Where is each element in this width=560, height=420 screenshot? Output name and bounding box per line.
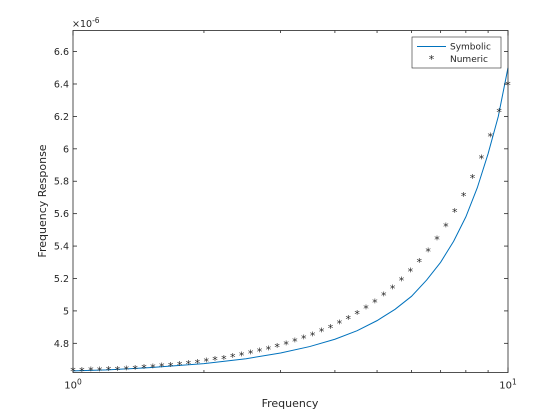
series-point-numeric: *: [354, 308, 360, 321]
y-axis-label: Frequency Response: [36, 144, 49, 257]
series-point-numeric: *: [372, 296, 378, 309]
legend-symbolic-label: Symbolic: [450, 43, 491, 53]
plot-area: * * * * * * * * * * * * * * * * * * * * * * * * * * * * * * * * * *******…: [54, 30, 517, 392]
y-tick-label: 5.6: [54, 209, 69, 220]
legend-numeric-label: Numeric: [450, 55, 488, 65]
y-tick-label: 5.2: [54, 274, 69, 285]
series-point-numeric: *: [487, 130, 493, 143]
series-point-numeric: *: [79, 365, 85, 378]
series-point-numeric: *: [248, 348, 254, 361]
y-tick-label: 5: [63, 306, 69, 317]
series-point-numeric: *: [381, 290, 387, 303]
series-point-numeric: *: [106, 364, 112, 377]
x-tick-label: 100: [64, 378, 82, 392]
series-point-numeric: *: [461, 190, 467, 203]
x-axis-ticks: 100 101: [64, 30, 517, 392]
markers-layer: * * * * * * * * * * * * * * * * * * * * * * * * * * * * * * * * * *******…: [70, 79, 511, 378]
series-point-numeric: *: [141, 362, 147, 375]
y-axis-exponent: ×10-6: [72, 16, 100, 30]
series-point-numeric: *: [97, 364, 103, 377]
series-point-numeric: *: [470, 172, 476, 185]
series-point-numeric: *: [496, 106, 502, 119]
series-point-numeric: *: [115, 364, 121, 377]
series-point-numeric: *: [425, 245, 431, 258]
series-line-symbolic: [72, 67, 509, 372]
series-point-numeric: *: [239, 349, 245, 362]
series-point-numeric: *: [88, 365, 94, 378]
series-point-numeric: *: [257, 345, 263, 358]
series-point-numeric: *: [159, 361, 165, 374]
series-point-numeric: *: [150, 362, 156, 375]
x-axis-label: Frequency: [262, 397, 319, 410]
series-point-numeric: *: [283, 338, 289, 351]
y-axis-ticks: 4.8 5 5.2 5.4 5.6 5.8 6 6.2 6.4 6.6: [54, 47, 508, 350]
series-point-numeric: *: [168, 360, 174, 373]
series-point-numeric: *: [345, 313, 351, 326]
series-point-numeric: *: [408, 266, 414, 279]
series-point-numeric: *: [124, 363, 130, 376]
series-point-numeric: *: [274, 341, 280, 354]
series-point-numeric: *: [399, 274, 405, 287]
legend-numeric-swatch: *: [429, 53, 435, 66]
legend-box: [411, 36, 502, 69]
series-point-numeric: *: [132, 363, 138, 376]
series-point-numeric: *: [443, 220, 449, 233]
y-tick-label: 6: [63, 144, 69, 155]
series-point-numeric: *: [363, 302, 369, 315]
x-tick-label: 101: [499, 378, 517, 392]
series-point-numeric: *: [221, 353, 227, 366]
series-point-numeric: *: [203, 356, 209, 369]
series-point-numeric: *: [310, 329, 316, 342]
series-point-numeric: *: [195, 357, 201, 370]
series-point-numeric: *: [416, 256, 422, 269]
lines-layer: [72, 67, 509, 372]
series-point-numeric: *: [328, 322, 334, 335]
series-point-numeric: *: [292, 336, 298, 349]
y-tick-label: 5.4: [54, 242, 69, 253]
series-point-numeric: *: [452, 206, 458, 219]
series-point-numeric: *: [186, 358, 192, 371]
series-point-numeric: *: [319, 326, 325, 339]
series-point-numeric: *: [434, 234, 440, 247]
series-point-numeric: *: [266, 343, 272, 356]
y-tick-label: 6.4: [54, 79, 69, 90]
y-tick-label: 5.8: [54, 177, 69, 188]
axes-box: [73, 30, 508, 373]
series-point-numeric: *: [177, 359, 183, 372]
y-tick-label: 6.6: [54, 47, 69, 58]
series-point-numeric: *: [212, 354, 218, 367]
series-point-numeric: *: [337, 318, 343, 331]
axes-frame: [72, 30, 509, 373]
series-point-numeric: *: [230, 351, 236, 364]
y-tick-label: 4.8: [54, 339, 69, 350]
series-point-numeric: *: [479, 152, 485, 165]
series-point-numeric: *: [301, 333, 307, 346]
legend: Symbolic * Numeric: [411, 36, 502, 69]
series-point-numeric: *: [390, 282, 396, 295]
y-tick-label: 6.2: [54, 112, 69, 123]
